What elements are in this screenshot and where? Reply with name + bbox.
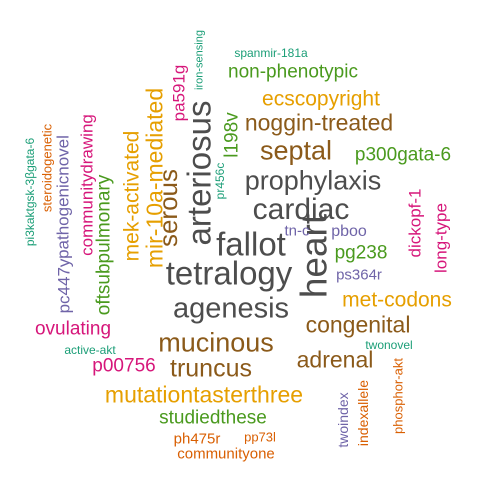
- word-steroidogenetic: steroidogenetic: [39, 123, 55, 213]
- word-mek-activated: mek-activated: [120, 130, 144, 262]
- word-phosphor-akt: phosphor-akt: [390, 358, 406, 434]
- word-pa591g: pa591g: [169, 64, 189, 122]
- word-oftsubpulmonary: oftsubpulmonary: [93, 174, 115, 316]
- word-long-type: long-type: [431, 203, 451, 273]
- word-mir-10a-mediated: mir-10a-mediated: [141, 87, 168, 269]
- word-non-phenotypic: non-phenotypic: [228, 61, 358, 83]
- word-ovulating: ovulating: [34, 318, 112, 340]
- word-pr456c: pr456c: [213, 162, 227, 200]
- word-met-codons: met-codons: [342, 288, 452, 312]
- word-septal: septal: [259, 135, 333, 166]
- word-twonovel: twonovel: [365, 338, 413, 352]
- word-p00756: p00756: [92, 355, 156, 377]
- word-congenital: congenital: [305, 311, 411, 338]
- word-pg238: pg238: [334, 242, 388, 264]
- word-ps364r: ps364r: [336, 266, 382, 284]
- word-pc447y: pc447y: [54, 258, 74, 314]
- word-truncus: truncus: [170, 354, 252, 383]
- word-l198v: l198v: [221, 112, 243, 158]
- word-ecscopyright: ecscopyright: [262, 87, 380, 111]
- word-noggin-treated: noggin-treated: [244, 109, 394, 136]
- word-communityone: communityone: [177, 445, 275, 463]
- word-p300gata-6: p300gata-6: [354, 144, 452, 166]
- word-spanmir-181a: spanmir-181a: [234, 46, 308, 60]
- word-fallot: fallot: [216, 225, 286, 263]
- word-dickopf-1: dickopf-1: [405, 188, 425, 258]
- word-active-akt: active-akt: [64, 343, 116, 357]
- word-mutationtasterthree: mutationtasterthree: [104, 381, 304, 408]
- word-studiedthese: studiedthese: [159, 407, 267, 429]
- word-communitydrawing: communitydrawing: [77, 114, 97, 256]
- word-cardiac: cardiac: [252, 193, 350, 226]
- word-pp73l: pp73l: [244, 429, 276, 445]
- word-arteriosus: arteriosus: [180, 100, 218, 246]
- word-adrenal: adrenal: [296, 346, 374, 373]
- word-mucinous: mucinous: [158, 327, 274, 358]
- word-tetralogy: tetralogy: [165, 254, 293, 292]
- word-twoindex: twoindex: [335, 392, 351, 448]
- word-prophylaxis: prophylaxis: [244, 165, 382, 196]
- word-pi3kaktgsk-3bgata-6: pi3kaktgsk-3βgata-6: [23, 137, 37, 247]
- word-pboo: pboo: [331, 223, 367, 240]
- word-pathogenicnovel: pathogenicnovel: [53, 135, 73, 259]
- word-tn-c: tn-c: [284, 222, 310, 240]
- word-indexallele: indexallele: [355, 379, 371, 447]
- word-iron-sensing: iron-sensing: [193, 30, 206, 90]
- word-ph475r: ph475r: [173, 430, 221, 448]
- word-agenesis: agenesis: [172, 292, 290, 325]
